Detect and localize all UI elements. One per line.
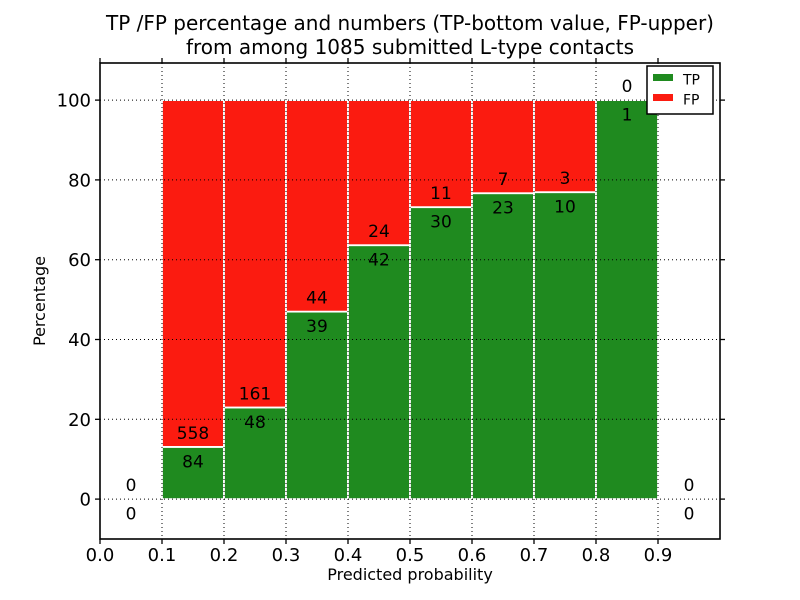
fp-count-label: 558	[177, 424, 209, 444]
tp-count-label: 39	[306, 317, 328, 337]
fp-count-label: 0	[684, 476, 695, 496]
x-tick-label: 0.5	[396, 545, 425, 566]
tp-count-label: 1	[622, 106, 633, 126]
gridlines	[100, 63, 720, 539]
fp-count-label: 11	[430, 184, 452, 204]
x-tick-label: 0.9	[644, 545, 673, 566]
tp-count-label: 0	[684, 505, 695, 525]
y-tick-label: 100	[57, 91, 91, 112]
chart-title-line2: from among 1085 submitted L-type contact…	[186, 35, 634, 59]
x-tick-label: 0.6	[458, 545, 487, 566]
tp-count-label: 0	[126, 505, 137, 525]
y-axis-label: Percentage	[30, 256, 49, 346]
x-axis-label: Predicted probability	[327, 565, 493, 584]
y-tick-label: 80	[68, 170, 91, 191]
tp-count-label: 10	[554, 198, 576, 218]
tp-count-label: 48	[244, 413, 266, 433]
tp-count-label: 84	[182, 452, 204, 472]
tp-bar	[595, 99, 659, 501]
tp-count-label: 42	[368, 251, 390, 271]
axes: 0.0 0.1 0.2 0.3 0.4 0.5 0.6 0.7 0.8 0.9 0 20 40 60 80 1…	[57, 58, 725, 566]
tp-bar	[161, 445, 225, 501]
legend-label-tp: TP	[682, 73, 700, 89]
fp-bar	[409, 99, 473, 209]
fp-bar	[161, 99, 225, 448]
plot-border	[99, 62, 721, 540]
x-tick-label: 0.1	[148, 545, 177, 566]
bars-layer	[161, 99, 659, 501]
legend: TP FP	[646, 65, 714, 115]
x-tick-label: 0.4	[334, 545, 363, 566]
y-tick-label: 40	[68, 330, 91, 351]
legend-swatch-fp	[653, 94, 673, 101]
tp-count-label: 23	[492, 199, 514, 219]
fp-count-label: 7	[498, 170, 509, 190]
x-tick-label: 0.0	[86, 545, 115, 566]
x-tick-label: 0.3	[272, 545, 301, 566]
fp-bar	[471, 99, 535, 195]
legend-swatch-tp	[653, 74, 673, 81]
fp-count-label: 44	[306, 289, 328, 309]
tp-bar	[347, 244, 411, 501]
legend-label-fp: FP	[683, 93, 700, 109]
fp-count-label: 161	[239, 384, 271, 404]
x-tick-label: 0.7	[520, 545, 549, 566]
x-tick-label: 0.2	[210, 545, 239, 566]
fp-bar	[347, 99, 411, 247]
fp-bar	[223, 99, 287, 409]
tp-bar	[471, 192, 535, 501]
legend-box	[646, 65, 714, 115]
tp-bar	[533, 191, 597, 501]
chart-title-line1: TP /FP percentage and numbers (TP-bottom…	[105, 11, 714, 35]
fp-count-label: 0	[126, 476, 137, 496]
tp-bar	[409, 206, 473, 501]
tp-count-label: 30	[430, 213, 452, 233]
fp-count-label: 24	[368, 222, 390, 242]
y-tick-label: 60	[68, 250, 91, 271]
fp-count-label: 0	[622, 77, 633, 97]
fp-count-label: 3	[560, 169, 571, 189]
y-tick-label: 0	[80, 490, 91, 511]
x-tick-label: 0.8	[582, 545, 611, 566]
fp-bar	[285, 99, 349, 313]
y-tick-label: 20	[68, 410, 91, 431]
